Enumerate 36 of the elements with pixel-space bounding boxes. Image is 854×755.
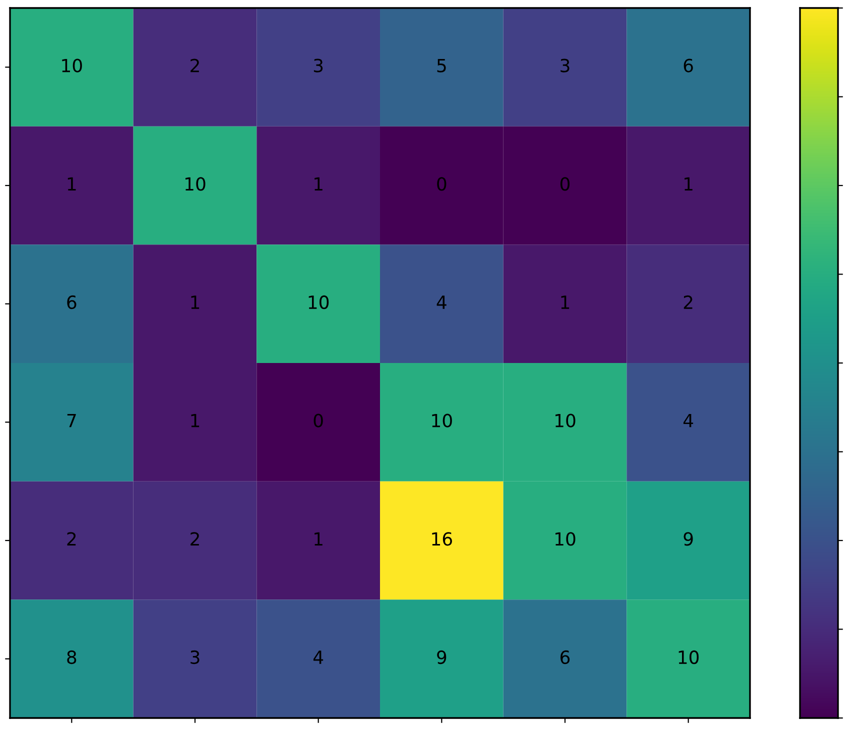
data-label: 10 <box>62 58 82 72</box>
data-label: 10 <box>432 414 452 428</box>
data-label: 2 <box>190 532 199 546</box>
data-label: 1 <box>314 532 322 546</box>
data-label: 16 <box>432 532 452 546</box>
data-label: 10 <box>678 650 699 664</box>
data-label: 3 <box>314 58 323 72</box>
data-label: 6 <box>67 295 76 310</box>
data-label: 1 <box>191 414 200 428</box>
data-label: 1 <box>68 177 76 190</box>
data-label: 4 <box>313 650 324 664</box>
data-label: 10 <box>555 414 576 428</box>
data-label: 10 <box>555 532 576 546</box>
data-label: 1 <box>314 177 322 190</box>
data-label: 8 <box>67 650 76 664</box>
data-label: 9 <box>437 650 446 664</box>
data-label: 3 <box>190 650 200 664</box>
data-label: 0 <box>314 414 323 428</box>
data-label: 1 <box>684 177 692 190</box>
data-label: 2 <box>67 532 76 546</box>
data-label: 4 <box>683 414 694 428</box>
data-label: 0 <box>560 177 570 191</box>
data-label: 10 <box>185 177 206 191</box>
data-label: 5 <box>437 58 446 72</box>
data-label: 4 <box>436 296 446 309</box>
data-label: 6 <box>560 650 570 664</box>
data-label: 10 <box>308 295 329 310</box>
data-label: 9 <box>684 532 693 546</box>
data-label: 1 <box>561 296 570 309</box>
data-label: 2 <box>190 58 199 72</box>
data-label: 1 <box>191 296 200 309</box>
data-label: 6 <box>684 58 693 72</box>
data-label: 0 <box>437 177 446 191</box>
data-label: 2 <box>684 295 692 309</box>
data-label: 3 <box>560 58 570 72</box>
data-label: 7 <box>67 414 76 428</box>
